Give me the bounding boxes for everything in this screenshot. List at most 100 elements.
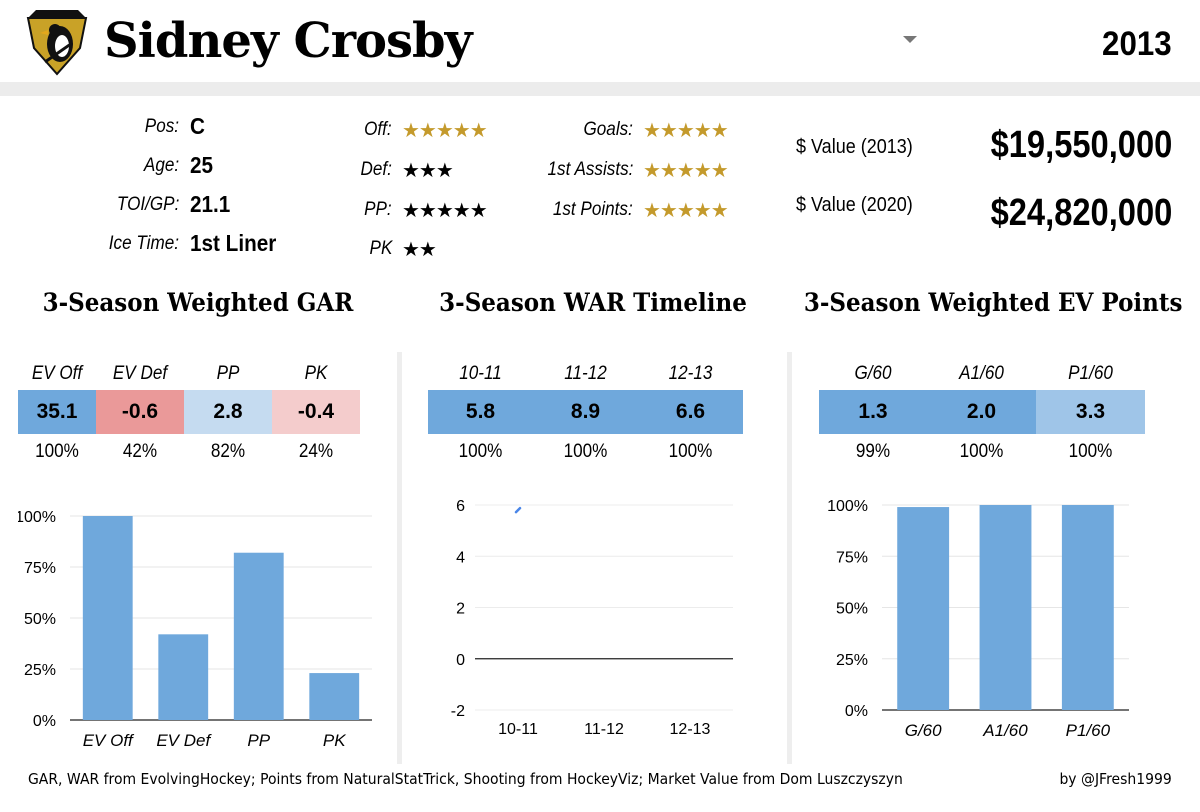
rating-stars: ★★★★★ xyxy=(643,198,729,222)
gar-cell: 2.8 xyxy=(184,390,272,434)
y-tick-label: 2 xyxy=(456,601,465,618)
war-percentile: 100% xyxy=(563,441,608,462)
x-tick-label: G/60 xyxy=(905,721,942,740)
x-tick-label: P1/60 xyxy=(1066,721,1111,740)
bar xyxy=(897,507,950,710)
ev-col-header: G/60 xyxy=(854,363,892,384)
rating-label: Goals: xyxy=(583,119,633,140)
rating-stars: ★★★★★ xyxy=(402,198,488,222)
y-tick-label: -2 xyxy=(451,703,465,720)
y-tick-label: 0% xyxy=(33,713,56,730)
ev-col: A1/60 2.0 100% xyxy=(927,358,1036,470)
info-label: Age: xyxy=(143,155,179,176)
y-tick-label: 25% xyxy=(836,652,868,669)
bar xyxy=(82,516,133,720)
gar-col: EV Off 35.1 100% xyxy=(18,358,96,470)
info-label: Ice Time: xyxy=(108,233,179,254)
info-value: C xyxy=(190,113,205,139)
ev-cell: 3.3 xyxy=(1036,390,1145,434)
war-col: 12-13 6.6 100% xyxy=(638,358,743,470)
ev-cell: 2.0 xyxy=(927,390,1036,434)
gar-percentile: 100% xyxy=(35,441,79,462)
rating-label: 1st Assists: xyxy=(547,159,633,180)
x-tick-label: EV Def xyxy=(156,731,212,750)
bar xyxy=(1061,505,1114,710)
war-section-title: 3-Season WAR Timeline xyxy=(439,288,747,317)
y-tick-label: 75% xyxy=(836,549,868,566)
war-col-header: 12-13 xyxy=(668,363,713,384)
team-logo xyxy=(26,10,88,76)
rating-stars: ★★★★★ xyxy=(643,118,729,142)
war-cell: 8.9 xyxy=(533,390,638,434)
y-tick-label: 50% xyxy=(24,611,56,628)
rating-stars: ★★★★★ xyxy=(643,158,729,182)
value-label-current: $ Value (2013) xyxy=(796,136,913,158)
gar-col: EV Def -0.6 42% xyxy=(96,358,184,470)
section-divider xyxy=(397,352,402,764)
war-timeline-chart: -2 0 2 4 6 10-11 11-12 12-13 xyxy=(451,498,733,738)
x-tick-label: A1/60 xyxy=(982,721,1028,740)
gar-cell: -0.6 xyxy=(96,390,184,434)
player-dropdown-icon[interactable] xyxy=(903,36,917,43)
ev-col-header: P1/60 xyxy=(1068,363,1113,384)
sources-footer: GAR, WAR from EvolvingHockey; Points fro… xyxy=(28,770,903,788)
x-tick-label: 12-13 xyxy=(670,721,711,738)
y-tick-label: 4 xyxy=(456,549,465,566)
header: Sidney Crosby 2013 xyxy=(0,0,1200,82)
war-percentile: 100% xyxy=(668,441,713,462)
x-tick-label: 11-12 xyxy=(584,721,624,738)
value-amount-adjusted: $24,820,000 xyxy=(990,192,1172,234)
y-tick-label: 50% xyxy=(836,601,868,618)
war-col-header: 11-12 xyxy=(564,363,607,384)
rating-stars: ★★★★★ xyxy=(402,118,488,142)
ev-col: P1/60 3.3 100% xyxy=(1036,358,1145,470)
y-tick-label: 0% xyxy=(845,703,868,720)
value-label-adjusted: $ Value (2020) xyxy=(796,194,913,216)
gar-percentile: 82% xyxy=(210,441,246,462)
value-amount-current: $19,550,000 xyxy=(990,124,1172,166)
war-col: 10-11 5.8 100% xyxy=(428,358,533,470)
war-cell: 5.8 xyxy=(428,390,533,434)
gar-section-title: 3-Season Weighted GAR xyxy=(42,288,354,317)
info-value: 1st Liner xyxy=(190,230,277,256)
bar xyxy=(158,634,209,720)
rating-label: PP: xyxy=(364,199,392,220)
x-tick-label: EV Off xyxy=(83,731,135,750)
season-year[interactable]: 2013 xyxy=(1102,25,1172,63)
y-tick-label: 25% xyxy=(24,662,56,679)
rating-label: Off: xyxy=(364,119,392,140)
war-point xyxy=(514,506,522,514)
header-divider xyxy=(0,82,1200,96)
ev-section-title: 3-Season Weighted EV Points xyxy=(803,288,1183,317)
gar-percentile: 42% xyxy=(122,441,158,462)
y-tick-label: 75% xyxy=(24,560,56,577)
war-percentile: 100% xyxy=(458,441,503,462)
x-tick-label: PP xyxy=(247,731,270,750)
ev-col: G/60 1.3 99% xyxy=(819,358,927,470)
gar-col-header: EV Off xyxy=(31,363,83,384)
gar-col: PP 2.8 82% xyxy=(184,358,272,470)
war-cell: 6.6 xyxy=(638,390,743,434)
bar xyxy=(309,673,360,720)
info-value: 25 xyxy=(190,152,214,178)
ev-percentile-chart: 0% 25% 50% 75% 100% G/60 A1/60 P1/60 xyxy=(827,498,1129,740)
bar xyxy=(233,552,284,720)
gar-percentile: 24% xyxy=(298,441,334,462)
info-label: Pos: xyxy=(144,116,179,137)
y-tick-label: 100% xyxy=(827,498,868,515)
gar-col-header: PP xyxy=(216,363,240,384)
info-value: 21.1 xyxy=(190,191,231,217)
gar-cell: 35.1 xyxy=(18,390,96,434)
war-col: 11-12 8.9 100% xyxy=(533,358,638,470)
ev-cell: 1.3 xyxy=(819,390,927,434)
rating-stars: ★★★ xyxy=(402,158,454,182)
gar-col-header: EV Def xyxy=(112,363,168,384)
gar-percentile-chart: 0% 25% 50% 75% 100% EV Off EV Def PP PK xyxy=(18,509,372,750)
rating-stars: ★★ xyxy=(402,237,437,261)
y-tick-label: 6 xyxy=(456,498,465,515)
ev-percentile: 99% xyxy=(855,441,891,462)
ev-col-header: A1/60 xyxy=(959,363,1004,384)
gar-col-header: PK xyxy=(304,363,328,384)
war-col-header: 10-11 xyxy=(459,363,502,384)
x-tick-label: PK xyxy=(323,731,346,750)
